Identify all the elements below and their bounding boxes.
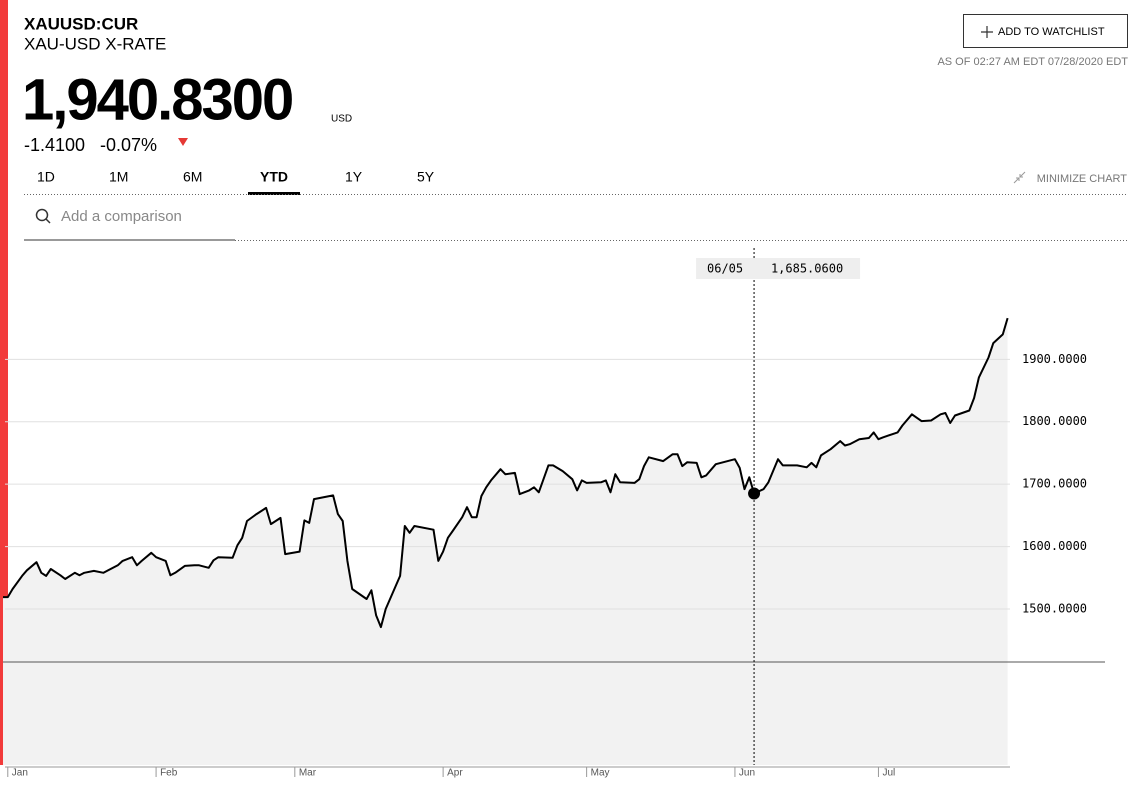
- instrument-name: XAU-USD X-RATE: [24, 34, 166, 53]
- minimize-chart[interactable]: MINIMIZE CHART: [1013, 171, 1128, 185]
- watchlist-button[interactable]: ADD TO WATCHLIST: [963, 14, 1128, 48]
- symbol: XAUUSD:CUR: [24, 14, 138, 33]
- down-arrow: [178, 138, 188, 146]
- comparison-search[interactable]: Add a comparison: [24, 208, 235, 241]
- y-tick-label: 1500.0000: [1022, 601, 1087, 615]
- button-label[interactable]: ADD TO WATCHLIST: [998, 26, 1105, 38]
- hover-point: [748, 487, 761, 500]
- active-tab-underline: [248, 192, 300, 195]
- price: 1,940.8300: [22, 67, 292, 132]
- tab[interactable]: 1M: [109, 169, 128, 185]
- x-tick-label: May: [591, 768, 610, 779]
- minimize-label[interactable]: MINIMIZE CHART: [1037, 173, 1128, 185]
- y-tick-label: 1800.0000: [1022, 414, 1087, 428]
- y-tick-label: 1900.0000: [1022, 352, 1087, 366]
- change: -1.4100: [24, 135, 85, 155]
- x-tick-label: Apr: [447, 768, 463, 779]
- tab[interactable]: 6M: [183, 169, 202, 185]
- search-placeholder[interactable]: Add a comparison: [61, 208, 182, 225]
- currency: USD: [331, 114, 352, 125]
- tooltip-date: 06/05: [707, 262, 743, 276]
- tab[interactable]: 5Y: [417, 169, 435, 185]
- tab[interactable]: 1D: [37, 169, 55, 185]
- plus-icon[interactable]: [981, 26, 993, 38]
- button-frame[interactable]: [963, 14, 1128, 48]
- x-tick-label: Jun: [739, 768, 755, 779]
- accent-bar: [0, 0, 8, 765]
- x-tick-label: Feb: [160, 768, 178, 779]
- minimize-icon[interactable]: [1013, 171, 1026, 184]
- x-tick-label: Mar: [299, 768, 317, 779]
- tab[interactable]: YTD: [260, 169, 288, 185]
- chart: BloombergMarkets1500.00001600.00001700.0…: [3, 248, 1105, 779]
- x-tick-label: Jul: [882, 768, 895, 779]
- change-percent: -0.07%: [100, 135, 157, 155]
- y-tick-label: 1700.0000: [1022, 477, 1087, 491]
- range-tabs: 1D 1M 6M YTD 1Y 5Y: [37, 169, 435, 195]
- x-tick-label: Jan: [12, 768, 28, 779]
- price-line: [3, 317, 1009, 629]
- y-tick-label: 1600.0000: [1022, 539, 1087, 553]
- timestamp: AS OF 02:27 AM EDT 07/28/2020 EDT: [937, 56, 1128, 68]
- search-icon[interactable]: [35, 208, 49, 222]
- tooltip-box: [696, 258, 861, 279]
- tooltip-value: 1,685.0600: [771, 262, 843, 276]
- price-area: [3, 318, 1008, 765]
- tab[interactable]: 1Y: [345, 169, 363, 185]
- search-icon-handle[interactable]: [45, 218, 51, 224]
